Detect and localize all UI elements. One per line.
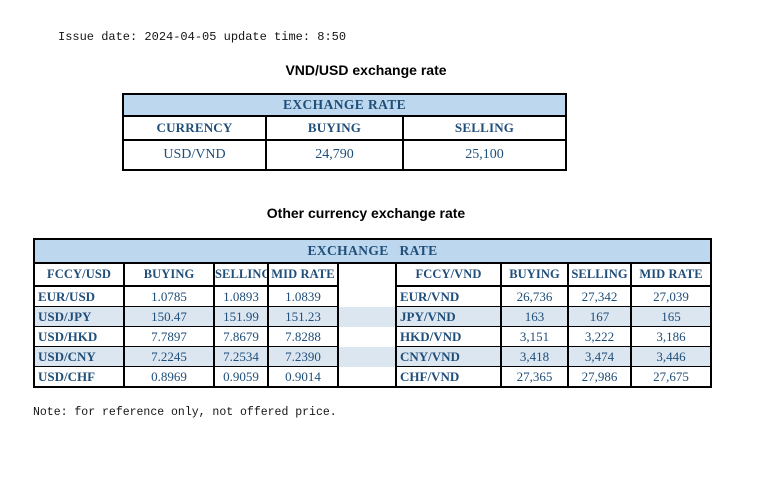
selling-rate: 151.99 bbox=[213, 306, 269, 327]
issue-date-line: Issue date: 2024-04-05 update time: 8:50 bbox=[58, 30, 347, 44]
currency-pair: CNY/VND bbox=[395, 346, 502, 367]
selling-rate: 3,222 bbox=[567, 326, 632, 347]
buying-rate: 26,736 bbox=[500, 285, 569, 307]
currency-pair: CHF/VND bbox=[395, 366, 502, 388]
currency-pair: EUR/USD bbox=[33, 285, 125, 307]
currency-pair: USD/VND bbox=[122, 139, 267, 171]
t1-col-buying: BUYING bbox=[265, 115, 404, 141]
mid-rate: 27,675 bbox=[629, 366, 713, 388]
buying-rate: 7.2245 bbox=[123, 346, 215, 367]
buying-rate: 1.0785 bbox=[123, 285, 215, 307]
t1-exchange-rate-header: EXCHANGE RATE bbox=[121, 93, 568, 117]
currency-pair: USD/JPY bbox=[33, 306, 125, 327]
currency-pair: USD/CHF bbox=[33, 366, 125, 388]
table-row: USD/VND 24,790 25,100 bbox=[122, 139, 568, 171]
selling-rate: 3,474 bbox=[567, 346, 632, 367]
table-row: USD/CNY 7.2245 7.2534 7.2390 CNY/VND 3,4… bbox=[33, 346, 713, 367]
currency-pair: JPY/VND bbox=[395, 306, 502, 327]
buying-rate: 0.8969 bbox=[123, 366, 215, 388]
other-currency-table: EXCHANGE RATE FCCY/USD BUYING SELLING MI… bbox=[32, 238, 713, 388]
other-table-title: Other currency exchange rate bbox=[266, 205, 466, 221]
usd-table-title: VND/USD exchange rate bbox=[285, 62, 447, 78]
buying-rate: 24,790 bbox=[265, 139, 404, 171]
mid-rate: 27,039 bbox=[629, 285, 713, 307]
selling-rate: 167 bbox=[567, 306, 632, 327]
gap-column bbox=[337, 263, 397, 286]
t2-col-midrate-usd: MID RATE bbox=[267, 262, 339, 287]
t2-col-fccy-vnd: FCCY/VND bbox=[395, 262, 502, 287]
buying-rate: 3,151 bbox=[500, 326, 569, 347]
t2-col-buying-vnd: BUYING bbox=[500, 262, 569, 287]
buying-rate: 7.7897 bbox=[123, 326, 215, 347]
t2-col-selling-vnd: SELLING bbox=[567, 262, 632, 287]
buying-rate: 3,418 bbox=[500, 346, 569, 367]
mid-rate: 3,186 bbox=[629, 326, 713, 347]
table-row: EUR/USD 1.0785 1.0893 1.0839 EUR/VND 26,… bbox=[33, 285, 713, 307]
usd-vnd-table: EXCHANGE RATE CURRENCY BUYING SELLING US… bbox=[121, 93, 568, 171]
mid-rate: 7.8288 bbox=[267, 326, 339, 347]
currency-pair: HKD/VND bbox=[395, 326, 502, 347]
table-row: USD/HKD 7.7897 7.8679 7.8288 HKD/VND 3,1… bbox=[33, 326, 713, 347]
t2-col-fccy-usd: FCCY/USD bbox=[33, 262, 125, 287]
table-row: USD/JPY 150.47 151.99 151.23 JPY/VND 163… bbox=[33, 306, 713, 327]
gap-cell bbox=[337, 306, 397, 327]
gap-cell bbox=[337, 286, 397, 307]
selling-rate: 1.0893 bbox=[213, 285, 269, 307]
t1-col-currency: CURRENCY bbox=[122, 115, 267, 141]
note-line: Note: for reference only, not offered pr… bbox=[33, 406, 337, 419]
mid-rate: 165 bbox=[629, 306, 713, 327]
mid-rate: 3,446 bbox=[629, 346, 713, 367]
mid-rate: 7.2390 bbox=[267, 346, 339, 367]
currency-pair: EUR/VND bbox=[395, 285, 502, 307]
t2-col-selling-usd: SELLING bbox=[213, 262, 269, 287]
t1-col-selling: SELLING bbox=[401, 115, 568, 141]
mid-rate: 151.23 bbox=[267, 306, 339, 327]
t2-col-midrate-vnd: MID RATE bbox=[629, 262, 713, 287]
selling-rate: 0.9059 bbox=[213, 366, 269, 388]
gap-cell bbox=[337, 366, 397, 387]
selling-rate: 27,986 bbox=[567, 366, 632, 388]
selling-rate: 7.8679 bbox=[213, 326, 269, 347]
mid-rate: 0.9014 bbox=[267, 366, 339, 388]
table-row: USD/CHF 0.8969 0.9059 0.9014 CHF/VND 27,… bbox=[33, 366, 713, 388]
mid-rate: 1.0839 bbox=[267, 285, 339, 307]
buying-rate: 150.47 bbox=[123, 306, 215, 327]
selling-rate: 7.2534 bbox=[213, 346, 269, 367]
t2-exchange-rate-header: EXCHANGE RATE bbox=[32, 238, 713, 264]
buying-rate: 163 bbox=[500, 306, 569, 327]
gap-cell bbox=[337, 346, 397, 367]
currency-pair: USD/CNY bbox=[33, 346, 125, 367]
currency-pair: USD/HKD bbox=[33, 326, 125, 347]
selling-rate: 25,100 bbox=[401, 139, 568, 171]
gap-cell bbox=[337, 326, 397, 347]
t2-col-buying-usd: BUYING bbox=[123, 262, 215, 287]
buying-rate: 27,365 bbox=[500, 366, 569, 388]
selling-rate: 27,342 bbox=[567, 285, 632, 307]
